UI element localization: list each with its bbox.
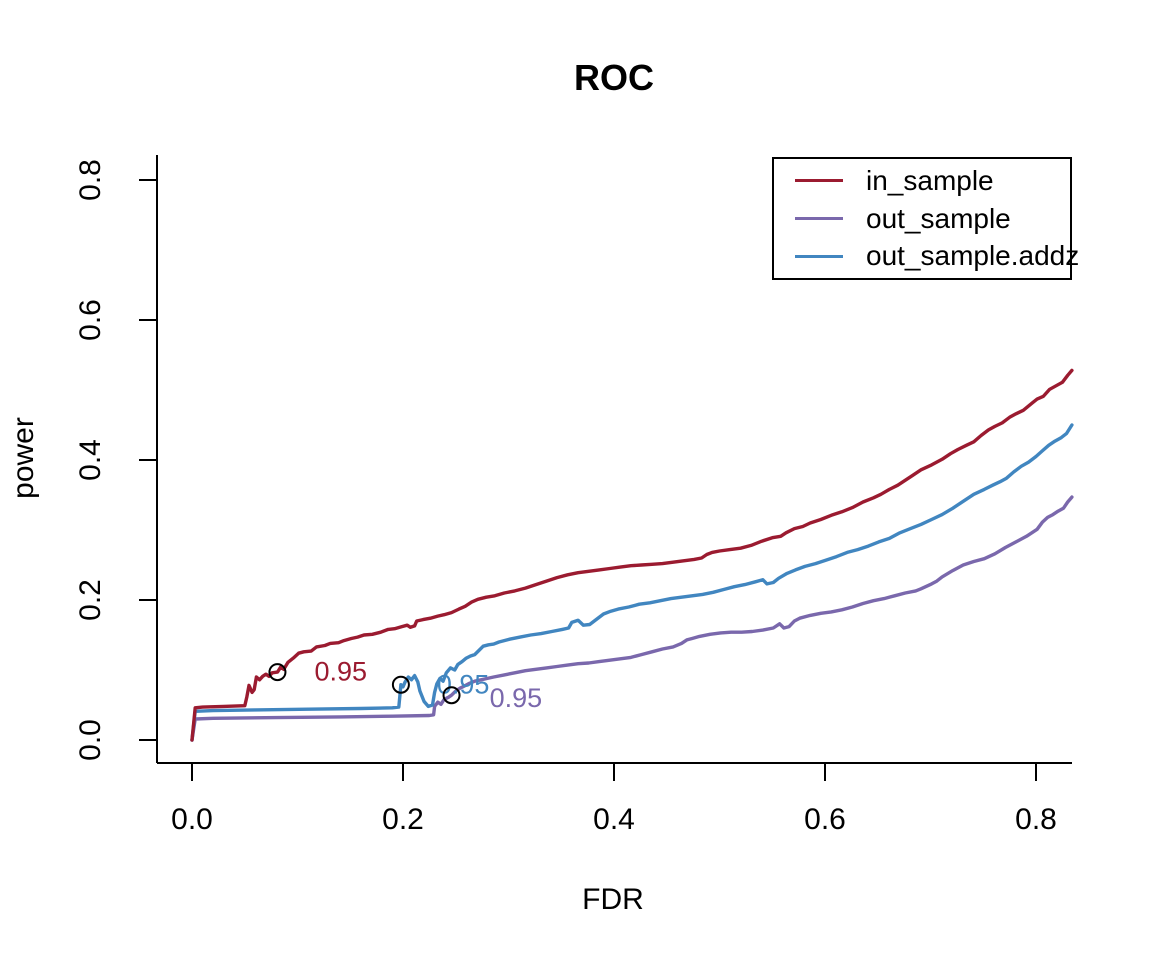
legend: in_sample out_sample out_sample.addz [772, 157, 1079, 280]
threshold-marker-out-sample-addz [391, 675, 410, 694]
x-tick-label: 0.2 [382, 803, 424, 836]
legend-line-swatch [795, 179, 843, 183]
legend-line-swatch [795, 217, 843, 220]
threshold-marker-in-sample [268, 663, 287, 682]
y-tick-label: 0.6 [74, 299, 107, 341]
y-tick-label: 0.0 [74, 719, 107, 761]
x-axis-title: FDR [582, 883, 644, 916]
legend-item-in-sample: in_sample [774, 165, 1070, 197]
x-tick-label: 0.4 [593, 803, 635, 836]
legend-line-swatch [795, 254, 843, 258]
threshold-label-in-sample: 0.95 [314, 656, 367, 686]
y-tick-label: 0.4 [74, 439, 107, 481]
legend-item-label: out_sample.addz [866, 240, 1080, 272]
x-tick-label: 0.6 [804, 803, 846, 836]
y-tick-label: 0.2 [74, 579, 107, 621]
series-line-out-sample [190, 495, 1074, 742]
y-tick-label: 0.8 [74, 159, 107, 201]
chart-title: ROC [574, 57, 654, 98]
legend-item-label: in_sample [866, 164, 994, 196]
legend-item-out-sample: out_sample [774, 203, 1070, 235]
x-tick-label: 0.0 [171, 803, 213, 836]
legend-item-label: out_sample [866, 202, 1011, 234]
threshold-label-out-sample: 0.95 [490, 683, 543, 713]
x-tick-label: 0.8 [1015, 803, 1057, 836]
y-axis-title: power [7, 417, 40, 499]
threshold-marker-out-sample [442, 686, 461, 705]
legend-item-out-sample-addz: out_sample.addz [774, 240, 1079, 272]
series-line-in-sample [190, 368, 1074, 742]
threshold-label-out-sample-addz: 0.95 [437, 670, 490, 700]
series-line-out-sample-addz [190, 423, 1074, 742]
